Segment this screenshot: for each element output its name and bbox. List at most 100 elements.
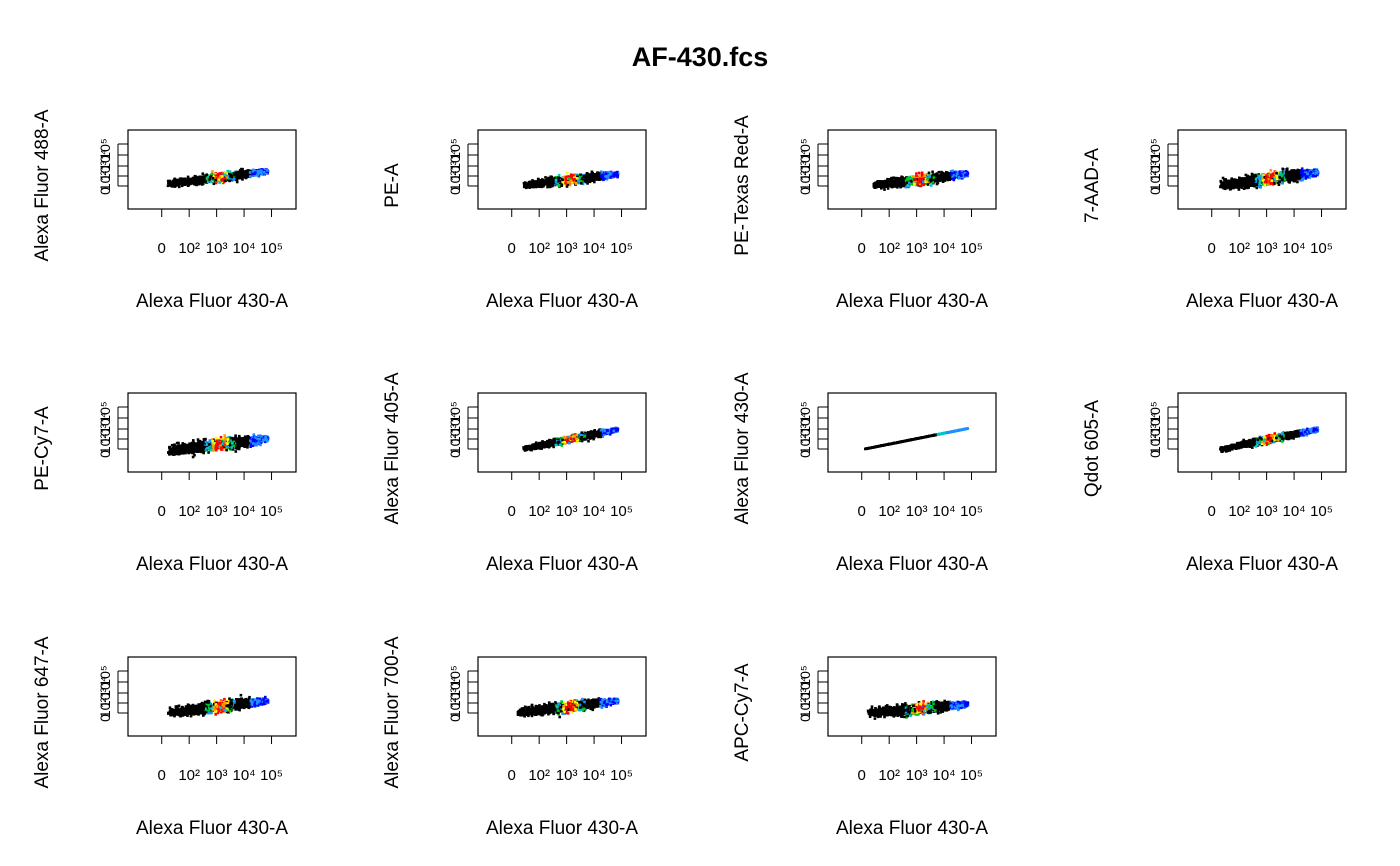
x-tick-label: 10²	[1228, 503, 1250, 520]
y-tick-label: 10⁴	[97, 149, 113, 171]
x-tick-label: 0	[1208, 240, 1216, 257]
y-tick-label: 0	[447, 714, 463, 722]
y-tick-label: 10⁴	[797, 412, 813, 434]
x-tick-label: 10⁴	[233, 240, 256, 257]
y-tick-label: 10⁵	[97, 401, 113, 422]
y-tick-label: 10⁵	[1147, 138, 1163, 159]
y-tick-label: 0	[97, 714, 113, 722]
x-axis-label: Alexa Fluor 430-A	[1186, 554, 1338, 575]
x-axis-label: Alexa Fluor 430-A	[486, 554, 638, 575]
y-tick-label: 0	[797, 450, 813, 458]
y-tick-label: 10⁴	[1147, 149, 1163, 171]
plot-frame	[477, 129, 647, 210]
y-tick-label: 10²	[447, 698, 463, 719]
x-tick-label: 10⁴	[583, 240, 606, 257]
x-tick-label: 10⁵	[610, 767, 633, 784]
density-points	[864, 427, 970, 451]
x-tick-label: 0	[858, 240, 866, 257]
y-tick-label: 10⁵	[447, 401, 463, 422]
y-axis-label: PE-A	[382, 163, 403, 208]
y-axis-label: PE-Texas Red-A	[732, 115, 753, 256]
x-tick-label: 10⁵	[260, 240, 283, 257]
x-tick-label: 0	[158, 240, 166, 257]
y-tick-label: 0	[1147, 187, 1163, 195]
y-tick-label: 10³	[797, 424, 813, 445]
y-tick-label: 10⁵	[97, 138, 113, 159]
y-tick-label: 10²	[97, 171, 113, 192]
x-tick-label: 10⁴	[933, 503, 956, 520]
y-tick-label: 0	[447, 450, 463, 458]
x-tick-label: 10³	[206, 240, 228, 257]
y-tick-label: 10⁴	[447, 149, 463, 171]
plot-frame	[127, 656, 297, 737]
figure-title: AF-430.fcs	[631, 42, 769, 72]
x-tick-label: 10⁴	[583, 767, 606, 784]
y-tick-label: 10⁴	[97, 412, 113, 434]
x-tick-label: 10³	[906, 503, 928, 520]
y-tick-label: 10⁵	[797, 138, 813, 159]
x-tick-label: 10²	[878, 503, 900, 520]
y-tick-label: 10³	[97, 424, 113, 445]
x-tick-label: 0	[1208, 503, 1216, 520]
x-tick-label: 10³	[556, 503, 578, 520]
plot-frame	[127, 392, 297, 473]
x-tick-label: 0	[508, 767, 516, 784]
y-tick-label: 10²	[97, 698, 113, 719]
y-tick-label: 10⁴	[97, 676, 113, 698]
x-tick-label: 10⁴	[1283, 503, 1306, 520]
plot-frame	[477, 656, 647, 737]
x-tick-label: 10³	[556, 767, 578, 784]
density-points	[522, 170, 620, 190]
y-tick-label: 10⁴	[447, 412, 463, 434]
density-points	[866, 699, 970, 720]
x-tick-label: 10⁵	[610, 240, 633, 257]
y-tick-label: 10²	[797, 171, 813, 192]
plot-frame	[1177, 129, 1347, 210]
y-axis-label: PE-Cy7-A	[32, 406, 53, 491]
density-points	[522, 426, 620, 452]
y-tick-label: 10²	[447, 434, 463, 455]
x-tick-label: 10²	[528, 240, 550, 257]
x-tick-label: 0	[508, 503, 516, 520]
plot-frame	[477, 392, 647, 473]
x-tick-label: 10⁴	[233, 767, 256, 784]
y-axis-label: Alexa Fluor 405-A	[382, 372, 403, 524]
x-tick-label: 10³	[906, 767, 928, 784]
x-tick-label: 10³	[1256, 240, 1278, 257]
x-tick-label: 10²	[178, 240, 200, 257]
density-points	[1219, 167, 1320, 191]
y-tick-label: 0	[97, 450, 113, 458]
x-tick-label: 10²	[528, 503, 550, 520]
density-points	[516, 697, 620, 719]
density-points	[1219, 426, 1320, 453]
y-tick-label: 0	[797, 187, 813, 195]
x-tick-label: 0	[858, 503, 866, 520]
x-axis-label: Alexa Fluor 430-A	[836, 554, 988, 575]
y-tick-label: 10²	[97, 434, 113, 455]
x-tick-label: 10⁴	[583, 503, 606, 520]
x-tick-label: 10⁴	[1283, 240, 1306, 257]
plot-frame	[827, 656, 997, 737]
y-tick-label: 10⁵	[97, 665, 113, 686]
y-tick-label: 10²	[797, 434, 813, 455]
plot-frame	[127, 129, 297, 210]
y-axis-label: APC-Cy7-A	[732, 663, 753, 762]
y-tick-label: 0	[97, 187, 113, 195]
x-tick-label: 10⁵	[960, 503, 983, 520]
x-tick-label: 10²	[878, 767, 900, 784]
y-tick-label: 0	[447, 187, 463, 195]
x-tick-label: 10³	[206, 503, 228, 520]
x-tick-label: 10³	[556, 240, 578, 257]
x-tick-label: 0	[508, 240, 516, 257]
y-axis-label: Alexa Fluor 488-A	[32, 109, 53, 261]
y-tick-label: 10²	[1147, 171, 1163, 192]
y-tick-label: 10³	[447, 688, 463, 709]
